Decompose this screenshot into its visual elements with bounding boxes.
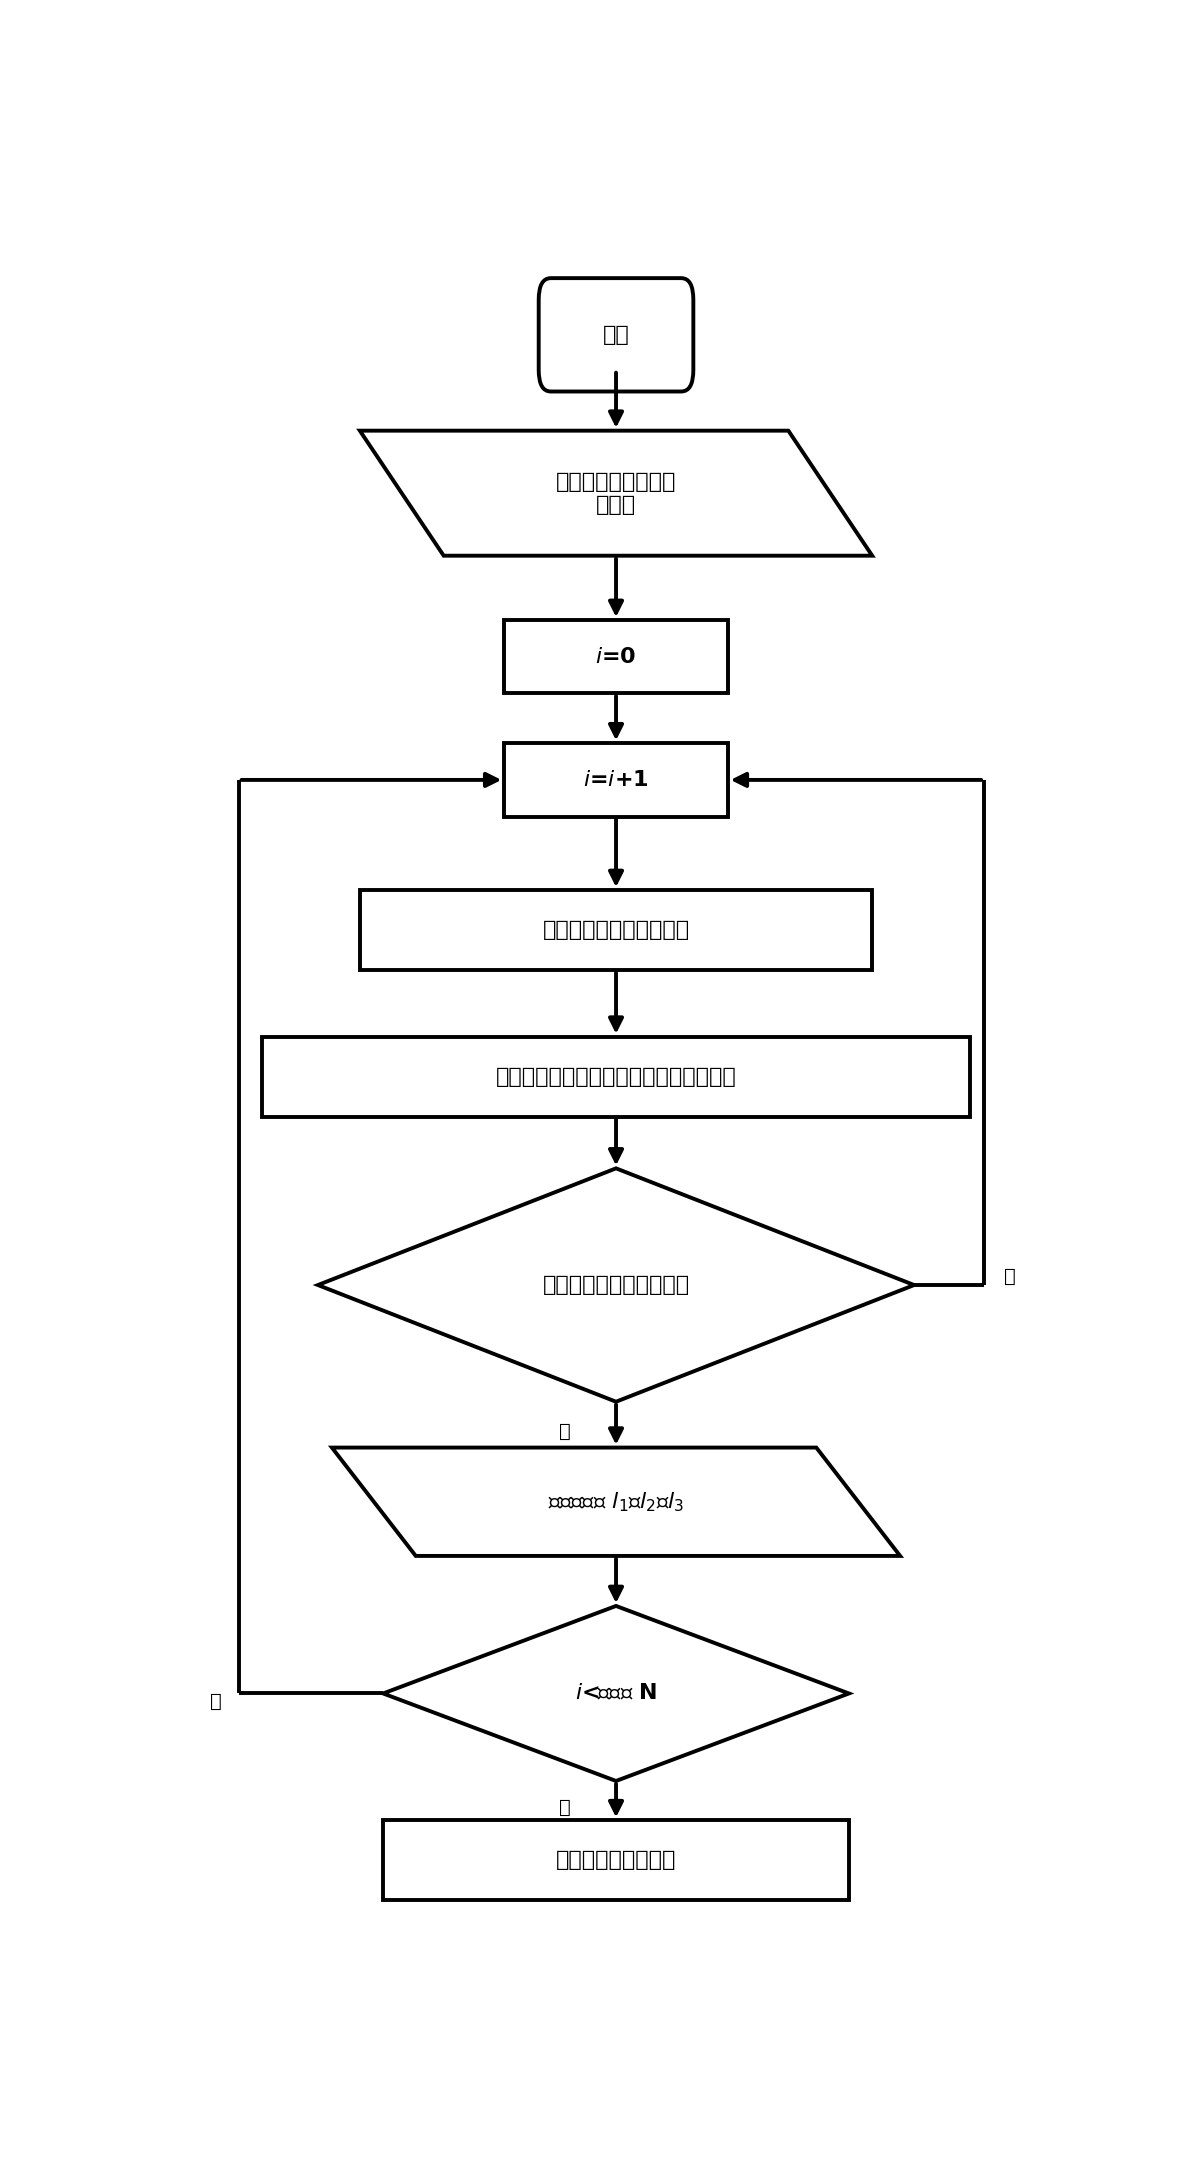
Text: 否: 否 — [559, 1797, 571, 1816]
Polygon shape — [383, 1606, 849, 1782]
Polygon shape — [359, 431, 873, 556]
Text: 是: 是 — [559, 1422, 571, 1440]
Bar — [505, 619, 727, 693]
Text: 各部件是否满足安全等级: 各部件是否满足安全等级 — [542, 1275, 690, 1295]
Text: 输出对应的 $l_1$、$l_2$、$l_3$: 输出对应的 $l_1$、$l_2$、$l_3$ — [548, 1490, 684, 1513]
Text: 齿轮筱、电机、轴承选型: 齿轮筱、电机、轴承选型 — [542, 920, 690, 940]
Bar — [359, 890, 873, 970]
Text: 建立传动布局数据库: 建立传动布局数据库 — [555, 1851, 677, 1871]
Text: $i$=$i$+1: $i$=$i$+1 — [583, 771, 649, 790]
Text: 开始: 开始 — [602, 325, 630, 344]
Text: $i$=0: $i$=0 — [595, 647, 637, 667]
Text: 否: 否 — [1005, 1267, 1016, 1286]
Text: 计算主轴、轮毂安全系数（极限和疲孉）: 计算主轴、轮毂安全系数（极限和疲孉） — [495, 1067, 737, 1087]
Bar — [505, 743, 727, 816]
Text: 输入极限载荷表和疲
孉载荷: 输入极限载荷表和疲 孉载荷 — [555, 472, 677, 515]
Text: $i$<工况数 N: $i$<工况数 N — [575, 1684, 657, 1704]
Bar — [383, 1821, 849, 1901]
Polygon shape — [332, 1448, 900, 1557]
FancyBboxPatch shape — [538, 277, 694, 392]
Polygon shape — [317, 1169, 914, 1401]
Bar — [262, 1037, 970, 1117]
Text: 是: 是 — [210, 1693, 222, 1710]
